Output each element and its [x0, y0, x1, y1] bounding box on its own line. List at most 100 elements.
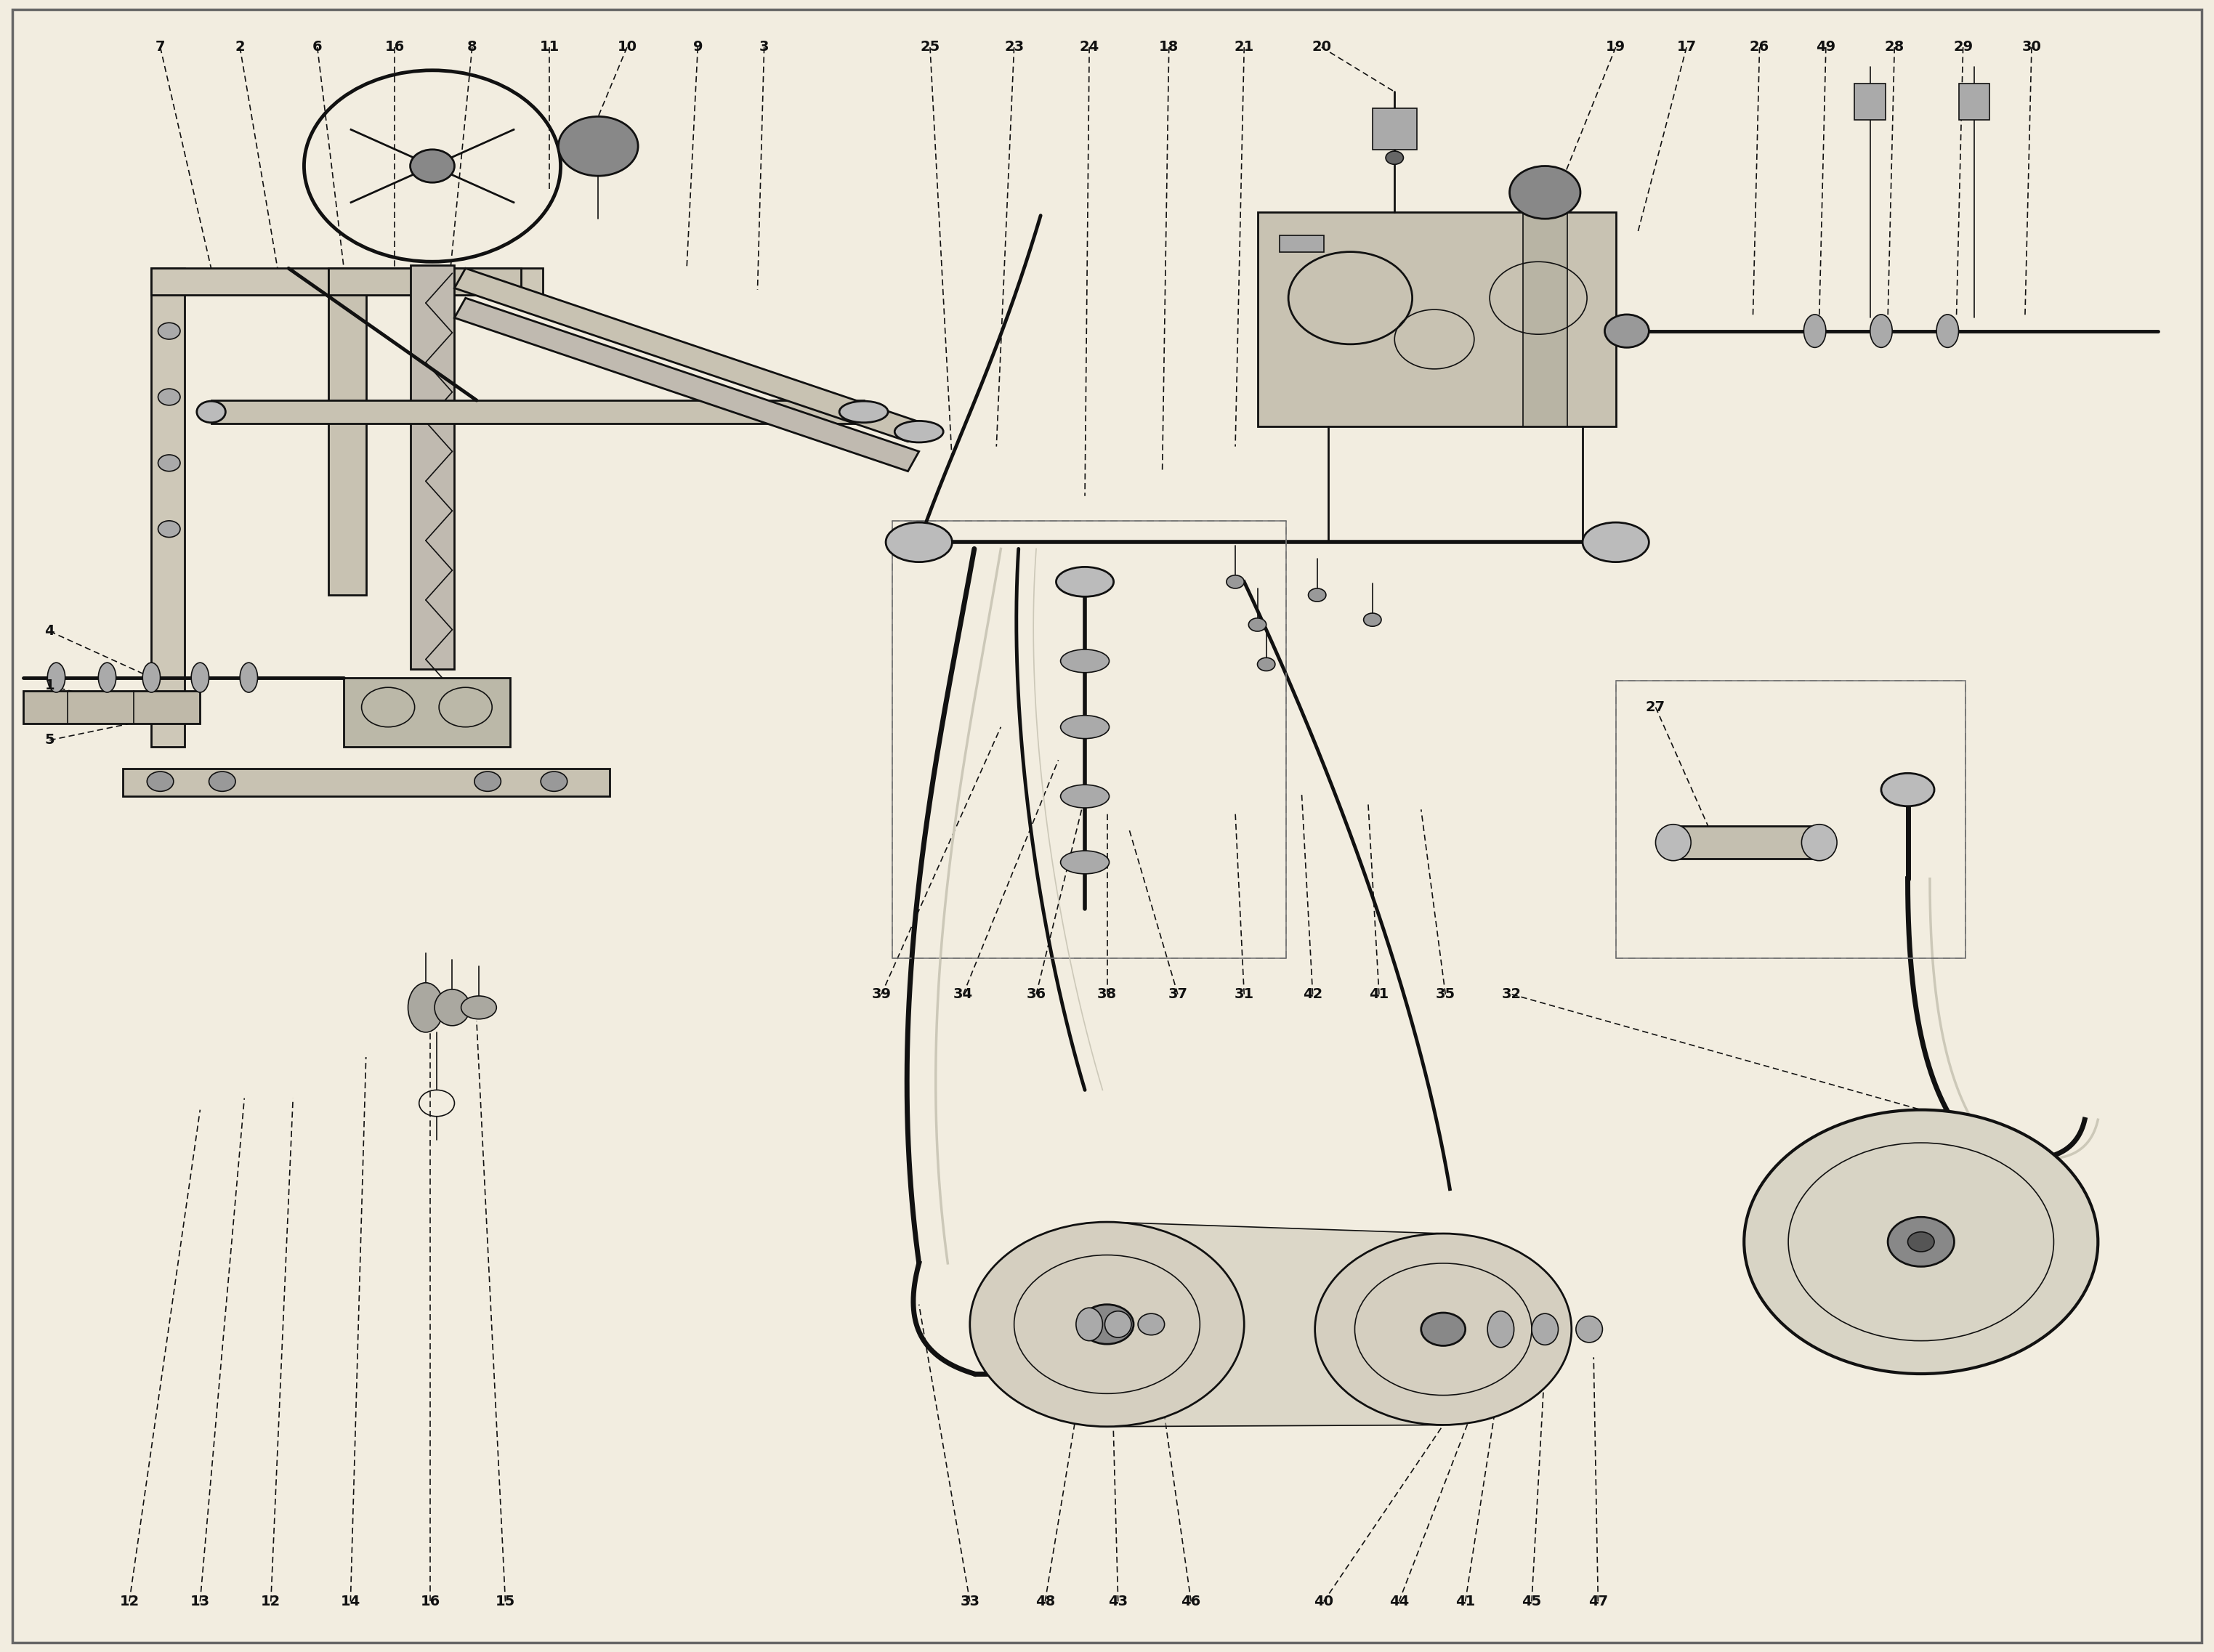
Ellipse shape — [1532, 1313, 1559, 1345]
Text: 12: 12 — [120, 1594, 139, 1609]
Text: 31: 31 — [1233, 988, 1253, 1001]
Text: 6: 6 — [312, 40, 323, 55]
Text: 27: 27 — [1645, 700, 1665, 714]
Text: 19: 19 — [1605, 40, 1625, 55]
Text: 45: 45 — [1521, 1594, 1541, 1609]
Polygon shape — [151, 268, 542, 294]
Ellipse shape — [1105, 1312, 1131, 1338]
Circle shape — [157, 454, 179, 471]
Text: 34: 34 — [954, 988, 974, 1001]
Ellipse shape — [1061, 649, 1109, 672]
Ellipse shape — [1882, 773, 1935, 806]
Circle shape — [474, 771, 500, 791]
Circle shape — [1908, 1232, 1935, 1252]
Text: 46: 46 — [1180, 1594, 1200, 1609]
Text: 12: 12 — [261, 1594, 281, 1609]
Polygon shape — [1674, 826, 1820, 859]
Ellipse shape — [434, 990, 469, 1026]
Text: 23: 23 — [1005, 40, 1023, 55]
Text: 44: 44 — [1388, 1594, 1408, 1609]
Circle shape — [1745, 1110, 2099, 1374]
Text: 26: 26 — [1749, 40, 1769, 55]
Ellipse shape — [190, 662, 208, 692]
Text: 18: 18 — [1160, 40, 1178, 55]
Text: 13: 13 — [190, 1594, 210, 1609]
Ellipse shape — [839, 401, 888, 423]
Ellipse shape — [1488, 1312, 1514, 1348]
Circle shape — [157, 322, 179, 339]
Text: 11: 11 — [540, 40, 560, 55]
Text: 4: 4 — [44, 624, 55, 638]
Circle shape — [1386, 150, 1404, 164]
Ellipse shape — [1802, 824, 1838, 861]
Text: 42: 42 — [1302, 988, 1322, 1001]
Text: 47: 47 — [1587, 1594, 1607, 1609]
Circle shape — [208, 771, 235, 791]
Text: 29: 29 — [1953, 40, 1973, 55]
Circle shape — [157, 520, 179, 537]
Polygon shape — [454, 297, 919, 471]
Ellipse shape — [239, 662, 257, 692]
Polygon shape — [1523, 211, 1568, 426]
Text: 1: 1 — [44, 679, 55, 692]
Ellipse shape — [1061, 785, 1109, 808]
Polygon shape — [151, 268, 184, 747]
Circle shape — [146, 771, 173, 791]
Ellipse shape — [142, 662, 159, 692]
Bar — [1280, 235, 1324, 251]
Circle shape — [410, 150, 454, 182]
Ellipse shape — [1076, 1308, 1103, 1341]
Bar — [892, 520, 1286, 958]
Text: 28: 28 — [1884, 40, 1904, 55]
Bar — [1959, 84, 1990, 121]
Circle shape — [1605, 314, 1649, 347]
Circle shape — [970, 1222, 1244, 1427]
Text: 37: 37 — [1169, 988, 1187, 1001]
Text: 15: 15 — [496, 1594, 516, 1609]
Text: 14: 14 — [341, 1594, 361, 1609]
Text: 24: 24 — [1080, 40, 1098, 55]
Ellipse shape — [46, 662, 64, 692]
Text: 43: 43 — [1109, 1594, 1127, 1609]
Polygon shape — [1258, 211, 1616, 426]
Text: 16: 16 — [385, 40, 405, 55]
Ellipse shape — [97, 662, 115, 692]
Ellipse shape — [407, 983, 443, 1032]
Text: 16: 16 — [421, 1594, 441, 1609]
Text: 40: 40 — [1313, 1594, 1333, 1609]
Polygon shape — [328, 268, 365, 595]
Circle shape — [157, 388, 179, 405]
Polygon shape — [210, 400, 863, 423]
Ellipse shape — [1056, 567, 1114, 596]
Ellipse shape — [1061, 851, 1109, 874]
Text: 3: 3 — [759, 40, 768, 55]
Circle shape — [1421, 1313, 1466, 1346]
Ellipse shape — [1804, 314, 1827, 347]
Text: 17: 17 — [1676, 40, 1696, 55]
Ellipse shape — [1576, 1317, 1603, 1343]
Text: 38: 38 — [1098, 988, 1116, 1001]
Text: 2: 2 — [235, 40, 246, 55]
Text: 7: 7 — [155, 40, 166, 55]
Text: 5: 5 — [44, 733, 55, 747]
Text: 36: 36 — [1027, 988, 1045, 1001]
Ellipse shape — [1937, 314, 1959, 347]
Circle shape — [558, 117, 638, 175]
Ellipse shape — [886, 522, 952, 562]
Bar — [1373, 109, 1417, 150]
Ellipse shape — [1227, 575, 1244, 588]
Ellipse shape — [1656, 824, 1691, 861]
Text: 32: 32 — [1501, 988, 1521, 1001]
Text: 30: 30 — [2021, 40, 2041, 55]
Ellipse shape — [1364, 613, 1382, 626]
Ellipse shape — [461, 996, 496, 1019]
Polygon shape — [410, 264, 454, 669]
Polygon shape — [122, 768, 609, 796]
Text: 8: 8 — [467, 40, 476, 55]
Circle shape — [540, 771, 567, 791]
Circle shape — [1510, 165, 1581, 218]
Text: 10: 10 — [618, 40, 638, 55]
Circle shape — [1080, 1305, 1134, 1345]
Circle shape — [1315, 1234, 1572, 1426]
Text: 48: 48 — [1036, 1594, 1054, 1609]
